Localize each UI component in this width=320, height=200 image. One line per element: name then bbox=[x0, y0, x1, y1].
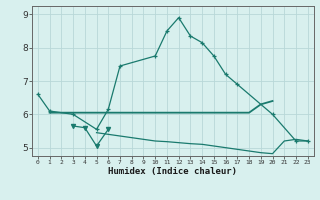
X-axis label: Humidex (Indice chaleur): Humidex (Indice chaleur) bbox=[108, 167, 237, 176]
